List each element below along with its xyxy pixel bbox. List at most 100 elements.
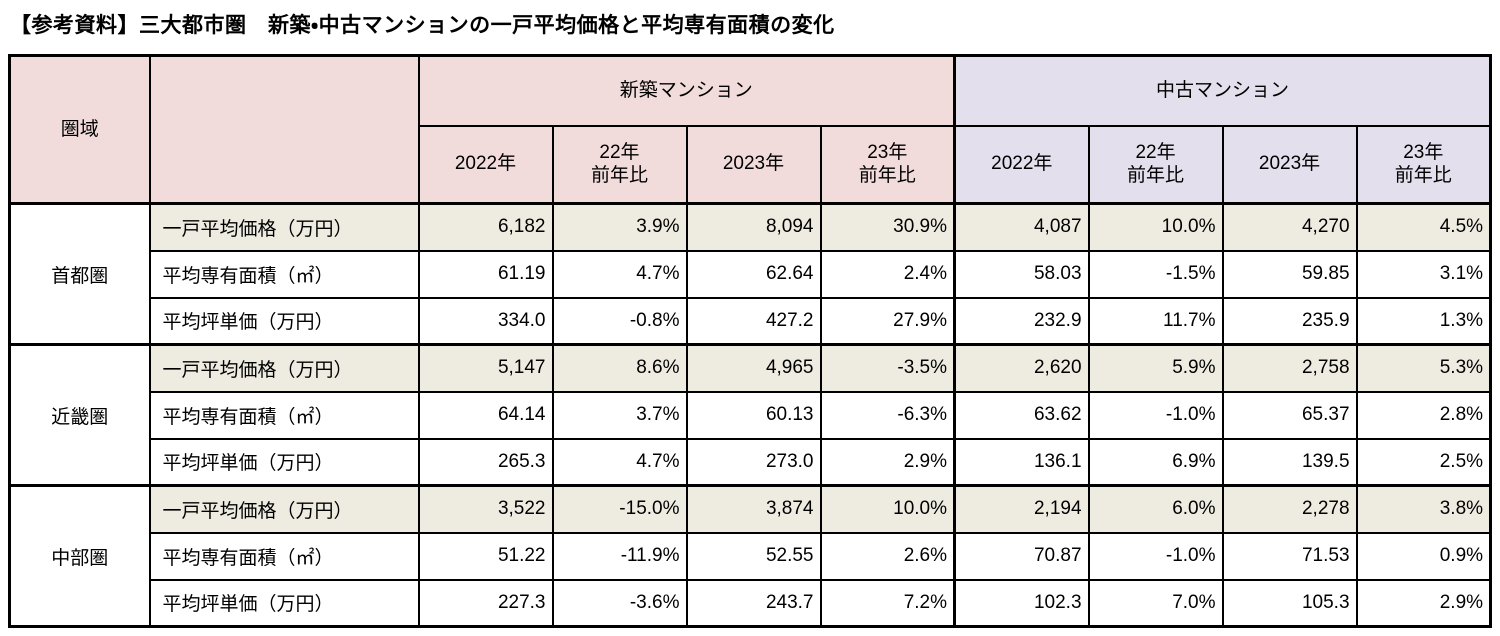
cell: 10.0% [1087, 202, 1224, 252]
cell: 5.3% [1355, 343, 1492, 393]
cell: 11.7% [1087, 296, 1224, 346]
cell: 6.0% [1087, 484, 1224, 534]
cell: 64.14 [417, 390, 554, 440]
cell: 27.9% [819, 296, 956, 346]
cell: -3.6% [551, 578, 688, 628]
cell: 65.37 [1221, 390, 1358, 440]
cell: -15.0% [551, 484, 688, 534]
region-label: 近畿圏 [8, 343, 151, 487]
used-2022-header: 2022年 [953, 124, 1090, 205]
metric-label: 平均坪単価（万円） [148, 578, 420, 628]
table-row: 平均専有面積（㎡） 64.14 3.7% 60.13 -6.3% 63.62 -… [10, 390, 1492, 440]
cell: 3.7% [551, 390, 688, 440]
cell: 3,874 [685, 484, 822, 534]
cell: 2,278 [1221, 484, 1358, 534]
cell: 30.9% [819, 202, 956, 252]
cell: 3.8% [1355, 484, 1492, 534]
table-row: 中部圏 一戸平均価格（万円） 3,522 -15.0% 3,874 10.0% … [8, 484, 1492, 628]
table-row: 平均専有面積（㎡） 51.22 -11.9% 52.55 2.6% 70.87 … [10, 531, 1492, 581]
cell: 2,758 [1221, 343, 1358, 393]
cell: 4,270 [1221, 202, 1358, 252]
cell: 265.3 [417, 437, 554, 487]
cell: -0.8% [551, 296, 688, 346]
metric-label: 平均専有面積（㎡） [148, 249, 420, 299]
table-row: 平均坪単価（万円） 334.0 -0.8% 427.2 27.9% 232.9 … [10, 296, 1492, 346]
table-row: 近畿圏 一戸平均価格（万円） 5,147 8.6% 4,965 -3.5% 2,… [8, 343, 1492, 487]
region-label: 中部圏 [8, 484, 151, 628]
region-column-header: 圏域 [8, 54, 151, 205]
cell: 8.6% [551, 343, 688, 393]
cell: 61.19 [417, 249, 554, 299]
cell: 52.55 [685, 531, 822, 581]
group-header-new: 新築マンション [417, 54, 956, 127]
cell: -6.3% [819, 390, 956, 440]
cell: 5.9% [1087, 343, 1224, 393]
cell: 2.6% [819, 531, 956, 581]
metric-label: 平均坪単価（万円） [148, 437, 420, 487]
cell: 139.5 [1221, 437, 1358, 487]
condo-price-area-table: 圏域 新築マンション 中古マンション 2022年 22年 前年比 2023年 2… [8, 54, 1493, 628]
cell: 1.3% [1355, 296, 1492, 346]
cell: 136.1 [953, 437, 1090, 487]
used-2023-header: 2023年 [1221, 124, 1358, 205]
table-row: 平均坪単価（万円） 265.3 4.7% 273.0 2.9% 136.1 6.… [10, 437, 1492, 487]
cell: 71.53 [1221, 531, 1358, 581]
cell: 59.85 [1221, 249, 1358, 299]
cell: 243.7 [685, 578, 822, 628]
cell: 232.9 [953, 296, 1090, 346]
cell: 6.9% [1087, 437, 1224, 487]
cell: 60.13 [685, 390, 822, 440]
cell: 63.62 [953, 390, 1090, 440]
cell: 334.0 [417, 296, 554, 346]
new-22yoy-header: 22年 前年比 [551, 124, 688, 205]
cell: 70.87 [953, 531, 1090, 581]
used-23yoy-header: 23年 前年比 [1355, 124, 1492, 205]
metric-label: 平均専有面積（㎡） [148, 531, 420, 581]
group-header-used: 中古マンション [953, 54, 1492, 127]
cell: 3.1% [1355, 249, 1492, 299]
table-row: 平均坪単価（万円） 227.3 -3.6% 243.7 7.2% 102.3 7… [10, 578, 1492, 628]
cell: 3.9% [551, 202, 688, 252]
cell: 2.5% [1355, 437, 1492, 487]
cell: 2.8% [1355, 390, 1492, 440]
cell: 3,522 [417, 484, 554, 534]
cell: 4,087 [953, 202, 1090, 252]
cell: 51.22 [417, 531, 554, 581]
cell: -1.5% [1087, 249, 1224, 299]
new-2022-header: 2022年 [417, 124, 554, 205]
metric-label: 平均専有面積（㎡） [148, 390, 420, 440]
used-22yoy-header: 22年 前年比 [1087, 124, 1224, 205]
page-title: 【参考資料】三大都市圏 新築・中古マンションの一戸平均価格と平均専有面積の変化 [10, 14, 835, 37]
cell: 427.2 [685, 296, 822, 346]
cell: 62.64 [685, 249, 822, 299]
cell: 227.3 [417, 578, 554, 628]
cell: 5,147 [417, 343, 554, 393]
cell: -1.0% [1087, 531, 1224, 581]
cell: 7.2% [819, 578, 956, 628]
cell: 2,620 [953, 343, 1090, 393]
cell: 4.5% [1355, 202, 1492, 252]
metric-label: 一戸平均価格（万円） [148, 484, 420, 534]
cell: 2.9% [1355, 578, 1492, 628]
cell: -11.9% [551, 531, 688, 581]
metric-label: 一戸平均価格（万円） [148, 202, 420, 252]
cell: -1.0% [1087, 390, 1224, 440]
cell: 273.0 [685, 437, 822, 487]
cell: 4.7% [551, 249, 688, 299]
cell: 6,182 [417, 202, 554, 252]
cell: 4.7% [551, 437, 688, 487]
new-23yoy-header: 23年 前年比 [819, 124, 956, 205]
region-label: 首都圏 [8, 202, 151, 346]
cell: -3.5% [819, 343, 956, 393]
cell: 2.4% [819, 249, 956, 299]
cell: 0.9% [1355, 531, 1492, 581]
cell: 4,965 [685, 343, 822, 393]
cell: 105.3 [1221, 578, 1358, 628]
metric-column-header [148, 54, 420, 205]
cell: 58.03 [953, 249, 1090, 299]
cell: 235.9 [1221, 296, 1358, 346]
cell: 10.0% [819, 484, 956, 534]
table-row: 首都圏 一戸平均価格（万円） 6,182 3.9% 8,094 30.9% 4,… [8, 202, 1492, 346]
cell: 2.9% [819, 437, 956, 487]
